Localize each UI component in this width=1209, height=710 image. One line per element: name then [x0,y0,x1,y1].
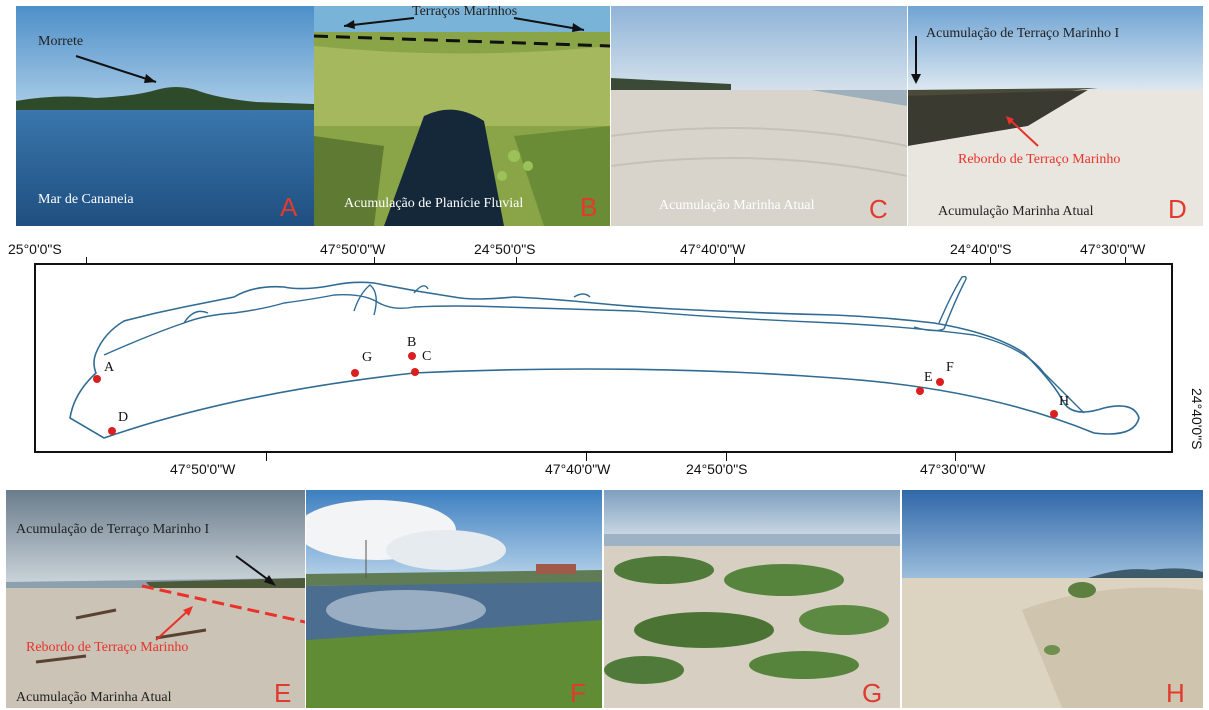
caption-acumulacao-marinha-atual: Acumulação Marinha Atual [16,690,172,705]
map-point-b: B [407,335,416,360]
coord-bottom-0: 47°50'0"W [170,461,236,477]
photo-g: G [604,490,900,708]
coord-bottom-3: 47°30'0"W [920,461,986,477]
photo-label: B [580,192,598,222]
photo-label: G [862,678,883,708]
svg-text:F: F [946,360,954,375]
caption-rebordo-terraco: Rebordo de Terraço Marinho [958,152,1121,167]
map-point-g: G [351,350,372,377]
caption-rebordo-terraco: Rebordo de Terraço Marinho [26,640,189,655]
photo-c: Acumulação Marinha Atual C [611,6,907,226]
caption-acumulacao-marinha-atual: Acumulação Marinha Atual [659,198,815,213]
caption-terraco-marinho-i: Acumulação de Terraço Marinho I [16,522,210,537]
caption-planicie-fluvial: Acumulação de Planície Fluvial [344,196,524,211]
coord-top-4: 24°40'0"S [950,241,1012,257]
map-frame [34,263,1173,453]
photo-a: Morrete Mar de Cananeia A [16,6,314,226]
coord-bottom-1: 47°40'0"W [545,461,611,477]
photo-label: H [1166,678,1185,708]
coord-top-0: 25°0'0"S [8,241,62,257]
coord-top-3: 47°40'0"W [680,241,746,257]
coord-top-1: 47°50'0"W [320,241,386,257]
photo-label: D [1168,194,1187,224]
svg-text:A: A [104,360,115,375]
photo-label: C [869,194,888,224]
coastline [69,281,1140,439]
map-point-a: A [93,360,115,383]
svg-text:C: C [422,349,431,364]
coord-right: 24°40'0"S [1189,388,1205,450]
map-point-f: F [936,360,954,386]
photo-f: F [306,490,602,708]
caption-terraco-marinho-i: Acumulação de Terraço Marinho I [926,26,1120,41]
coord-top-5: 47°30'0"W [1080,241,1146,257]
map-point-d: D [108,410,128,435]
svg-text:B: B [407,335,416,350]
photo-label: A [280,192,298,222]
photo-d: Acumulação de Terraço Marinho I Rebordo … [908,6,1203,226]
caption-acumulacao-marinha-atual: Acumulação Marinha Atual [938,204,1094,219]
svg-text:H: H [1059,394,1069,409]
photo-b: Terraços Marinhos Acumulação de Planície… [314,6,610,226]
svg-text:D: D [118,410,128,425]
svg-text:E: E [924,370,933,385]
caption-terracos-marinhos: Terraços Marinhos [412,6,518,19]
svg-text:G: G [362,350,372,365]
photo-label: E [274,678,292,708]
photo-e: Acumulação de Terraço Marinho I Rebordo … [6,490,305,708]
map-point-e: E [916,370,933,395]
map-area: A B C D E F G H [69,275,1140,439]
photo-label: F [570,678,586,708]
coord-top-2: 24°50'0"S [474,241,536,257]
coord-bottom-2: 24°50'0"S [686,461,748,477]
caption-morrete: Morrete [38,34,84,49]
map-point-c: C [411,349,431,376]
photo-h: H [902,490,1203,708]
caption-mar-de-cananeia: Mar de Cananeia [38,192,134,207]
map-point-h: H [1050,394,1069,418]
